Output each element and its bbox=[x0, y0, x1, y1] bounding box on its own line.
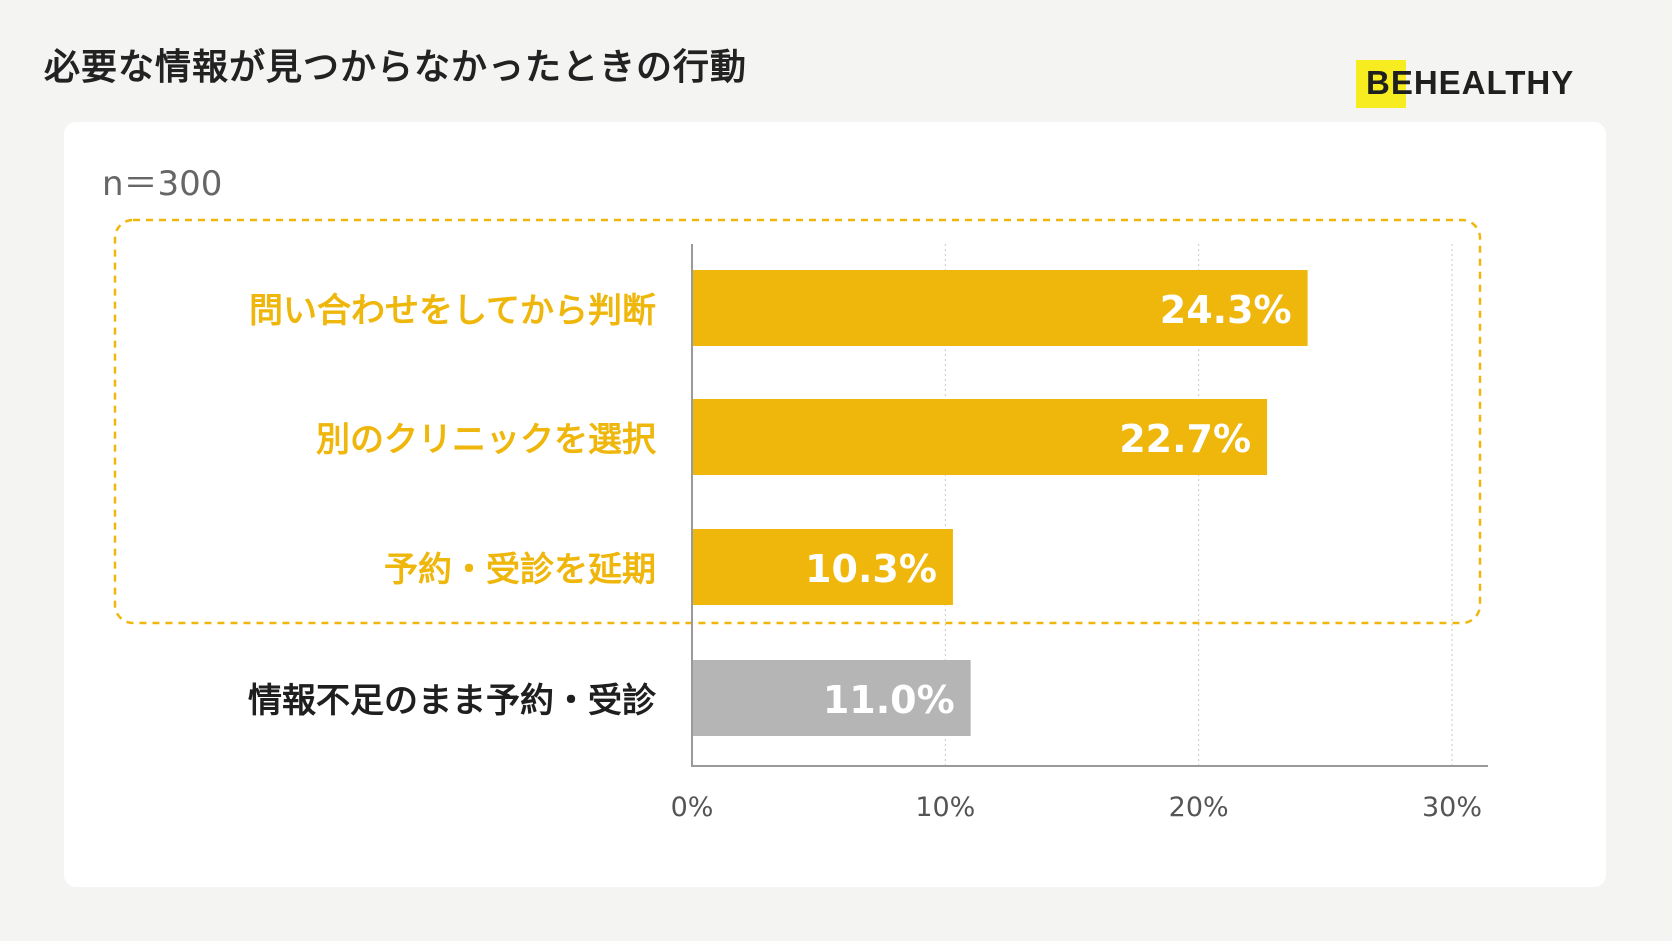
bar bbox=[692, 270, 1308, 346]
page-title: 必要な情報が見つからなかったときの行動 bbox=[44, 47, 748, 88]
category-label: 別のクリニックを選択 bbox=[316, 420, 657, 460]
category-label: 情報不足のまま予約・受診 bbox=[248, 681, 657, 721]
bar bbox=[692, 660, 971, 736]
bar-value-label: 11.0% bbox=[823, 678, 955, 722]
brand-logo: BEHEALTHY bbox=[1356, 58, 1596, 110]
x-tick-label: 10% bbox=[915, 792, 975, 823]
chart-card bbox=[64, 122, 1606, 887]
sample-size-label: n＝300 bbox=[102, 164, 223, 204]
x-tick-label: 30% bbox=[1422, 792, 1482, 823]
x-tick-label: 0% bbox=[671, 792, 714, 823]
bar-value-label: 10.3% bbox=[805, 547, 937, 591]
brand-name: BEHEALTHY bbox=[1366, 64, 1575, 101]
category-label: 問い合わせをしてから判断 bbox=[249, 291, 656, 331]
bar-value-label: 24.3% bbox=[1160, 288, 1292, 332]
category-label: 予約・受診を延期 bbox=[384, 550, 656, 590]
x-tick-label: 20% bbox=[1169, 792, 1229, 823]
highlight-frame bbox=[113, 218, 1482, 625]
brand-highlight bbox=[1356, 60, 1406, 108]
bar-value-label: 22.7% bbox=[1119, 417, 1251, 461]
bar bbox=[692, 399, 1268, 475]
bar bbox=[692, 529, 953, 605]
